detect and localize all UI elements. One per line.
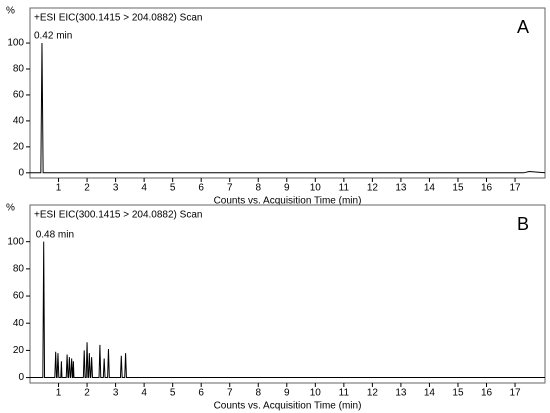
x-tick-label: 8 xyxy=(255,183,261,194)
x-tick-label: 4 xyxy=(141,183,147,194)
y-tick-label: 80 xyxy=(13,64,25,75)
x-tick-label: 14 xyxy=(424,388,436,399)
x-tick-label: 10 xyxy=(310,388,322,399)
trace-title: +ESI EIC(300.1415 > 204.0882) Scan xyxy=(34,13,202,24)
x-tick-label: 2 xyxy=(84,183,90,194)
x-axis-label: Counts vs. Acquisition Time (min) xyxy=(214,196,362,207)
plot-frame xyxy=(29,7,546,179)
x-tick-label: 10 xyxy=(310,183,322,194)
y-axis-label: % xyxy=(6,203,15,214)
x-tick-label: 9 xyxy=(284,388,290,399)
y-tick-label: 100 xyxy=(7,38,24,49)
x-tick-label: 14 xyxy=(424,183,436,194)
x-tick-label: 12 xyxy=(367,183,379,194)
x-tick-label: 5 xyxy=(170,388,176,399)
panel-annotation: B xyxy=(517,214,529,234)
panel-annotation: A xyxy=(517,17,529,37)
y-tick-label: 20 xyxy=(13,141,25,152)
y-tick-label: 0 xyxy=(18,372,24,383)
x-tick-label: 6 xyxy=(198,183,204,194)
peak-label: 0.48 min xyxy=(36,229,74,240)
y-tick-label: 0 xyxy=(18,167,24,178)
plot-frame xyxy=(29,204,546,384)
x-tick-label: 4 xyxy=(141,388,147,399)
x-tick-label: 7 xyxy=(227,183,233,194)
x-tick-label: 15 xyxy=(452,183,464,194)
x-tick-label: 8 xyxy=(255,388,261,399)
peak-label: 0.42 min xyxy=(34,31,72,42)
x-axis-label: Counts vs. Acquisition Time (min) xyxy=(214,401,362,412)
y-tick-label: 40 xyxy=(13,116,25,127)
x-tick-label: 7 xyxy=(227,388,233,399)
x-tick-label: 13 xyxy=(395,183,407,194)
x-tick-label: 17 xyxy=(509,388,521,399)
x-tick-label: 1 xyxy=(56,388,62,399)
x-tick-label: 6 xyxy=(198,388,204,399)
x-tick-label: 9 xyxy=(284,183,290,194)
y-tick-label: 40 xyxy=(13,318,25,329)
y-tick-label: 100 xyxy=(7,236,24,247)
chromatogram-trace xyxy=(30,241,545,379)
x-tick-label: 11 xyxy=(339,388,350,399)
x-tick-label: 2 xyxy=(84,388,90,399)
x-tick-label: 17 xyxy=(509,183,521,194)
trace-title: +ESI EIC(300.1415 > 204.0882) Scan xyxy=(34,210,202,221)
x-tick-label: 12 xyxy=(367,388,379,399)
x-tick-label: 15 xyxy=(452,388,464,399)
y-tick-label: 60 xyxy=(13,90,25,101)
x-tick-label: 5 xyxy=(170,183,176,194)
x-tick-label: 3 xyxy=(113,388,119,399)
y-tick-label: 20 xyxy=(13,345,25,356)
y-axis-label: % xyxy=(6,6,15,17)
chromatogram-trace xyxy=(30,43,546,174)
x-tick-label: 13 xyxy=(395,388,407,399)
x-tick-label: 11 xyxy=(339,183,350,194)
y-tick-label: 60 xyxy=(13,291,25,302)
y-tick-label: 80 xyxy=(13,264,25,275)
x-tick-label: 16 xyxy=(481,183,493,194)
x-tick-label: 1 xyxy=(56,183,62,194)
x-tick-label: 3 xyxy=(113,183,119,194)
x-tick-label: 16 xyxy=(481,388,493,399)
